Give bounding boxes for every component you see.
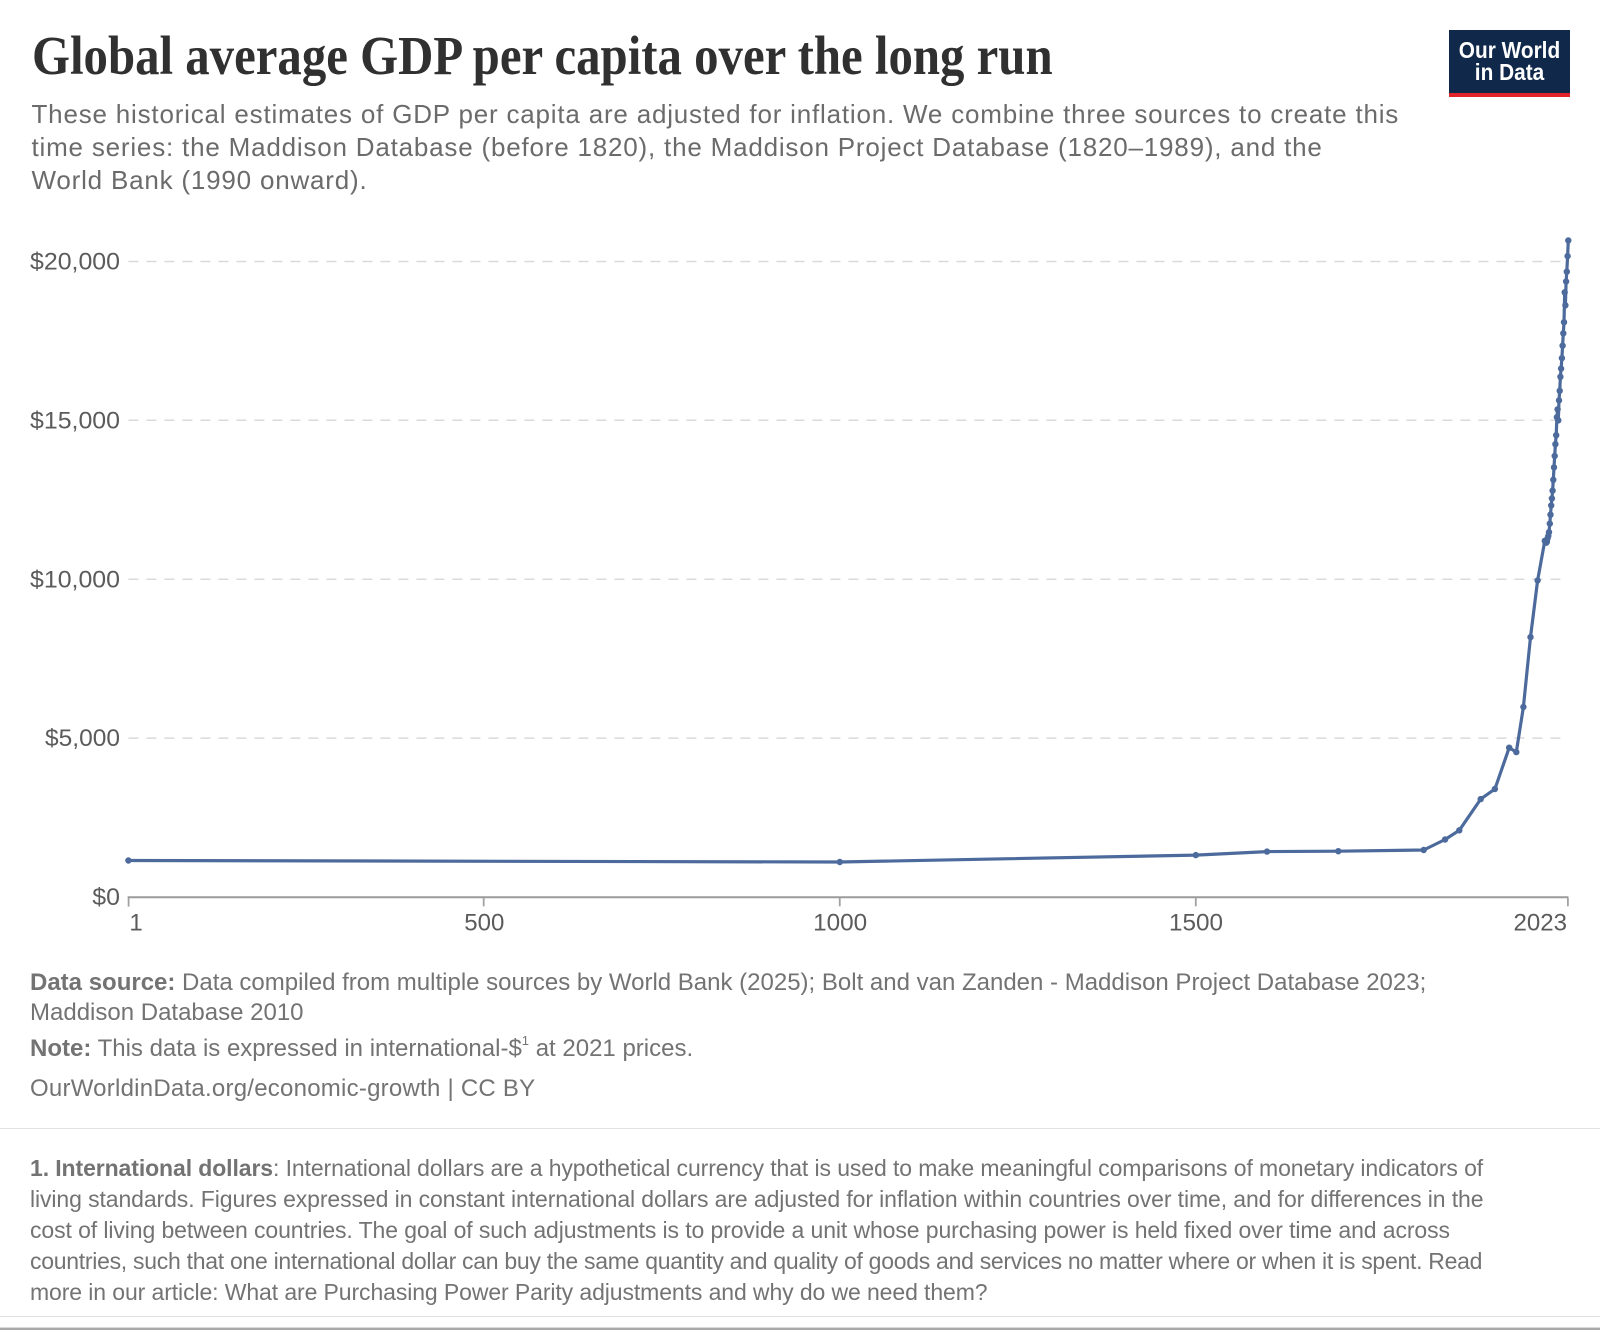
svg-text:$20,000: $20,000 <box>30 249 120 276</box>
svg-text:$10,000: $10,000 <box>30 566 120 593</box>
svg-text:$15,000: $15,000 <box>30 407 120 434</box>
svg-text:$5,000: $5,000 <box>45 725 120 752</box>
svg-text:$0: $0 <box>92 884 120 911</box>
svg-text:500: 500 <box>464 910 504 937</box>
svg-text:1500: 1500 <box>1169 910 1223 937</box>
svg-text:1000: 1000 <box>813 910 867 937</box>
svg-text:2023: 2023 <box>1514 910 1568 937</box>
svg-text:1: 1 <box>129 910 142 937</box>
